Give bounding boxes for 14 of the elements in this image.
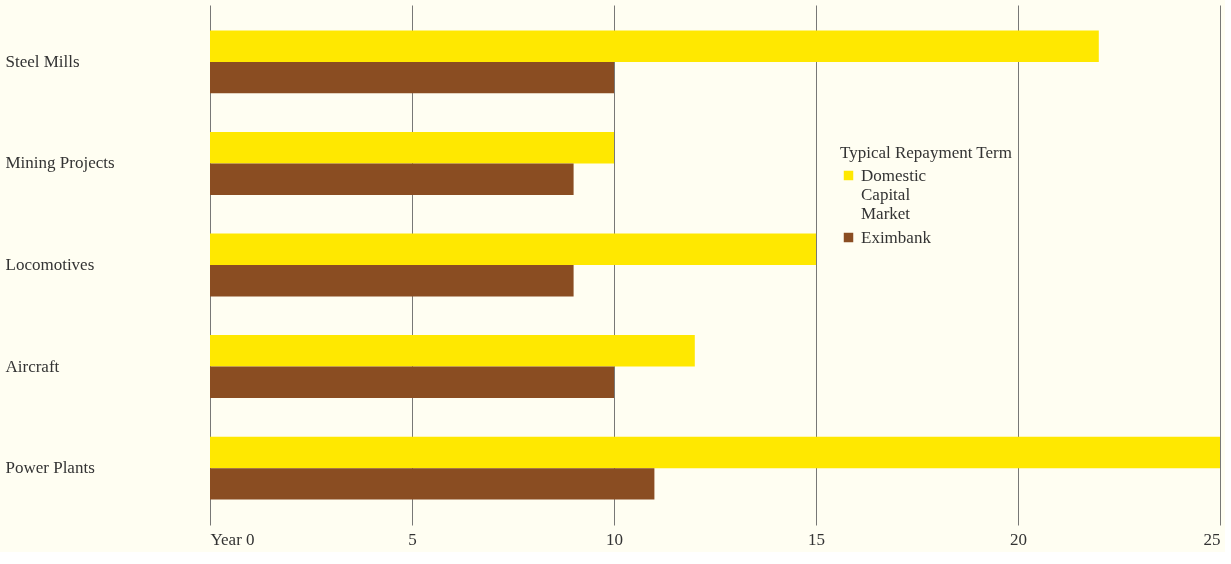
y-tick-label: Locomotives bbox=[5, 255, 95, 274]
x-tick-label: 20 bbox=[1010, 529, 1027, 549]
x-tick-label: 5 bbox=[408, 529, 417, 549]
y-tick-label: Steel Mills bbox=[5, 51, 80, 71]
legend-label: Domestic Capital Market bbox=[861, 165, 927, 223]
y-tick-label: Aircraft bbox=[5, 356, 60, 376]
x-tick-label: 25 bbox=[1203, 529, 1221, 549]
legend-title: Typical Repayment Term bbox=[840, 143, 1012, 162]
y-tick-label: Power Plants bbox=[5, 458, 95, 478]
x-tick-label: 15 bbox=[808, 529, 825, 549]
legend-label: Eximbank bbox=[861, 227, 932, 247]
y-tick-label: Mining Projects bbox=[5, 153, 115, 173]
x-tick-label: Year 0 bbox=[210, 529, 255, 549]
x-tick-label: 10 bbox=[606, 529, 623, 549]
